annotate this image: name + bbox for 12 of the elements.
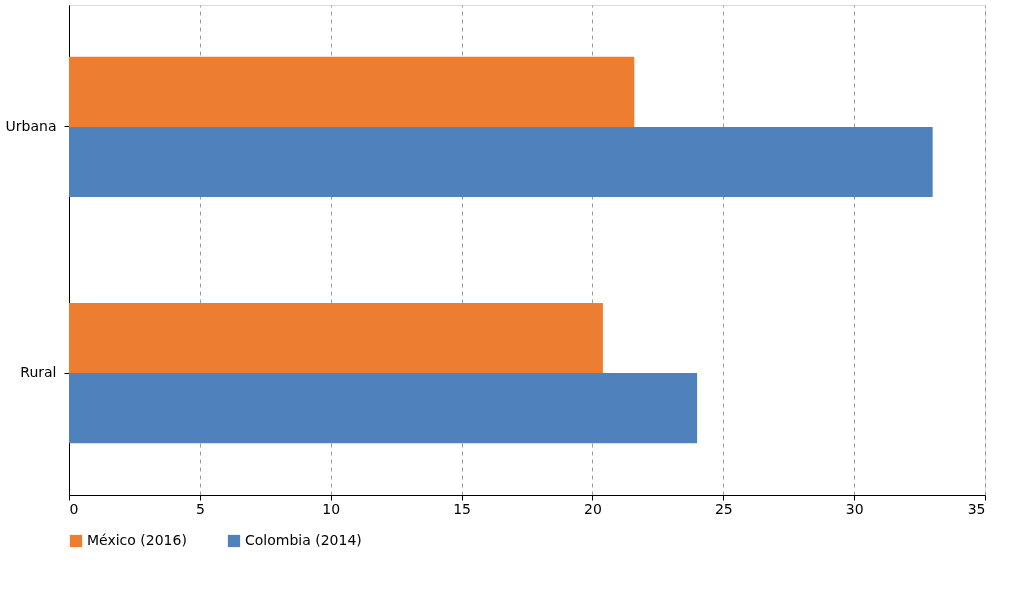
legend-label: Colombia (2014) — [245, 532, 362, 548]
y-tick-label: Urbana — [5, 117, 57, 134]
x-tick-label: 25 — [714, 500, 733, 517]
x-tick-label: 10 — [322, 500, 341, 517]
x-tick-label: 0 — [69, 500, 79, 517]
legend-label: México (2016) — [87, 532, 187, 548]
y-tick-label: Rural — [20, 364, 57, 381]
x-tick-label: 5 — [195, 500, 205, 517]
x-tick-label: 20 — [584, 500, 602, 517]
x-tick-label: 15 — [453, 500, 471, 517]
x-tick-label: 35 — [967, 500, 986, 517]
x-tick-label: 30 — [845, 500, 864, 517]
